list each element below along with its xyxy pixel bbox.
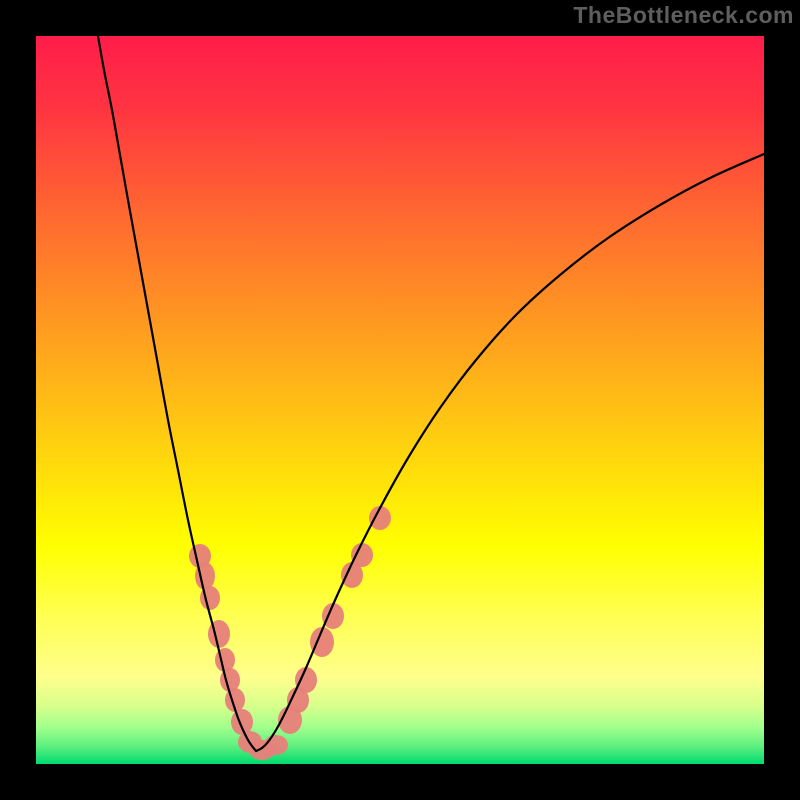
curve-left — [98, 36, 256, 751]
curve-right — [256, 154, 764, 751]
curve-layer — [0, 0, 800, 800]
bead-marker — [208, 620, 230, 648]
bead-marker — [264, 735, 288, 755]
bead-marker — [351, 543, 373, 567]
chart-root: TheBottleneck.com — [0, 0, 800, 800]
attribution-label: TheBottleneck.com — [573, 0, 800, 29]
bead-marker — [295, 667, 317, 693]
